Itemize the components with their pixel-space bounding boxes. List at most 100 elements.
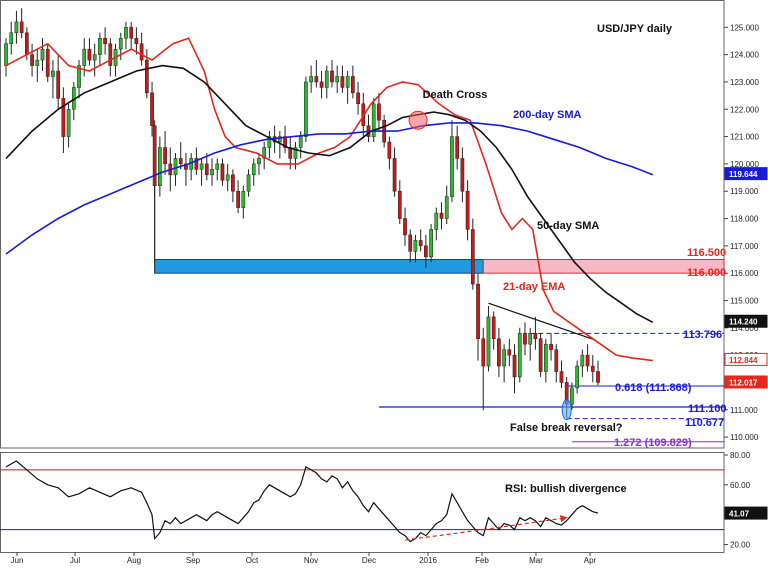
support-zone-blue — [154, 259, 484, 274]
resistance-zone-pink — [482, 259, 725, 274]
y-tick-label: 124.000 — [730, 51, 759, 60]
candle — [108, 43, 113, 66]
divergence-arrow — [483, 515, 568, 531]
label-200-sma: 200-day SMA — [513, 109, 582, 121]
rsi-frame — [0, 452, 725, 553]
candle — [51, 70, 55, 77]
candle — [371, 103, 376, 137]
price-tag-label: 119.644 — [729, 170, 758, 179]
candle — [103, 37, 107, 44]
candle — [570, 387, 574, 405]
price-tag — [724, 375, 768, 389]
price-tag-label: 112.844 — [729, 356, 758, 365]
x-tick-label: Nov — [304, 556, 318, 565]
series-50-day-sma — [5, 64, 654, 324]
candle — [199, 163, 204, 170]
false-break-marker — [561, 399, 572, 421]
candle — [470, 229, 475, 285]
candle — [408, 234, 413, 252]
candle — [150, 92, 154, 126]
candle — [14, 21, 19, 34]
divergence-arrow — [404, 529, 484, 541]
candle — [77, 65, 81, 88]
price-tag — [724, 352, 768, 366]
candle — [98, 37, 102, 55]
candle — [204, 163, 209, 176]
series-21-day-ema — [5, 37, 653, 362]
y-tick-label: 118.000 — [730, 215, 759, 224]
candle — [559, 371, 564, 383]
y-tick-label: 116.000 — [730, 269, 759, 278]
candle — [118, 37, 123, 50]
x-tick-label: 2016 — [419, 556, 437, 565]
candle — [512, 354, 517, 378]
grid — [0, 0, 725, 553]
candle — [61, 98, 66, 137]
candle — [439, 212, 444, 219]
rsi-panel — [0, 460, 724, 543]
candle — [87, 48, 92, 61]
candle — [491, 316, 496, 339]
y-tick-label: 121.000 — [730, 133, 759, 142]
y-tick-label: 115.000 — [730, 296, 759, 305]
x-tick-label: Oct — [246, 556, 259, 565]
candle — [262, 147, 267, 159]
candle — [434, 212, 439, 230]
rsi-last-tag — [724, 506, 768, 520]
candle — [335, 76, 340, 83]
candle — [210, 169, 214, 176]
rsi-y-tick-label: 20.00 — [730, 541, 751, 550]
candle — [424, 245, 428, 258]
annotations: USD/JPY daily Death Cross 200-day SMA 50-da… — [423, 23, 727, 495]
chart-title: USD/JPY daily — [597, 23, 673, 35]
candle — [554, 349, 559, 372]
label-level-111100: 111.100 — [688, 403, 727, 415]
candle — [173, 158, 178, 176]
candle — [324, 70, 329, 88]
candle — [486, 316, 491, 367]
candle — [277, 136, 282, 143]
y-tick-label: 120.000 — [730, 160, 759, 169]
label-50-sma: 50-day SMA — [537, 220, 599, 232]
candle — [178, 158, 183, 165]
candle — [56, 70, 61, 99]
x-tick-label: Apr — [584, 556, 597, 565]
candle — [194, 158, 199, 170]
label-death-cross: Death Cross — [423, 89, 488, 101]
candle — [429, 229, 433, 258]
label-level-fib-1272: 1.272 (109.829) — [614, 437, 692, 449]
candle — [30, 54, 34, 66]
candle — [163, 147, 167, 165]
candle — [481, 338, 486, 367]
candle — [134, 37, 139, 44]
candle — [397, 190, 402, 219]
candle — [497, 338, 501, 367]
candle — [523, 333, 527, 345]
candle — [144, 59, 149, 94]
candle — [19, 21, 24, 34]
candle — [236, 190, 240, 208]
candle — [377, 103, 381, 121]
candle — [502, 349, 506, 367]
descending-trendline — [488, 302, 596, 341]
candle — [283, 136, 287, 148]
candle — [528, 333, 533, 345]
x-tick-label: Dec — [362, 556, 376, 565]
candle — [9, 32, 14, 44]
candle — [345, 76, 350, 88]
rsi-last-label: 41.07 — [729, 510, 750, 519]
y-tick-label: 123.000 — [730, 78, 759, 87]
candle — [215, 163, 220, 170]
rsi-y-tick-label: 80.00 — [730, 451, 751, 460]
candle — [40, 48, 45, 61]
rsi-line — [5, 460, 599, 543]
candle — [139, 43, 144, 61]
rsi-y-tick-label: 60.00 — [730, 481, 751, 490]
candle — [455, 136, 460, 159]
candle — [241, 190, 246, 208]
label-level-110677: 110.677 — [685, 417, 724, 429]
candle — [517, 333, 522, 378]
candle — [45, 48, 50, 77]
candle — [4, 43, 8, 66]
